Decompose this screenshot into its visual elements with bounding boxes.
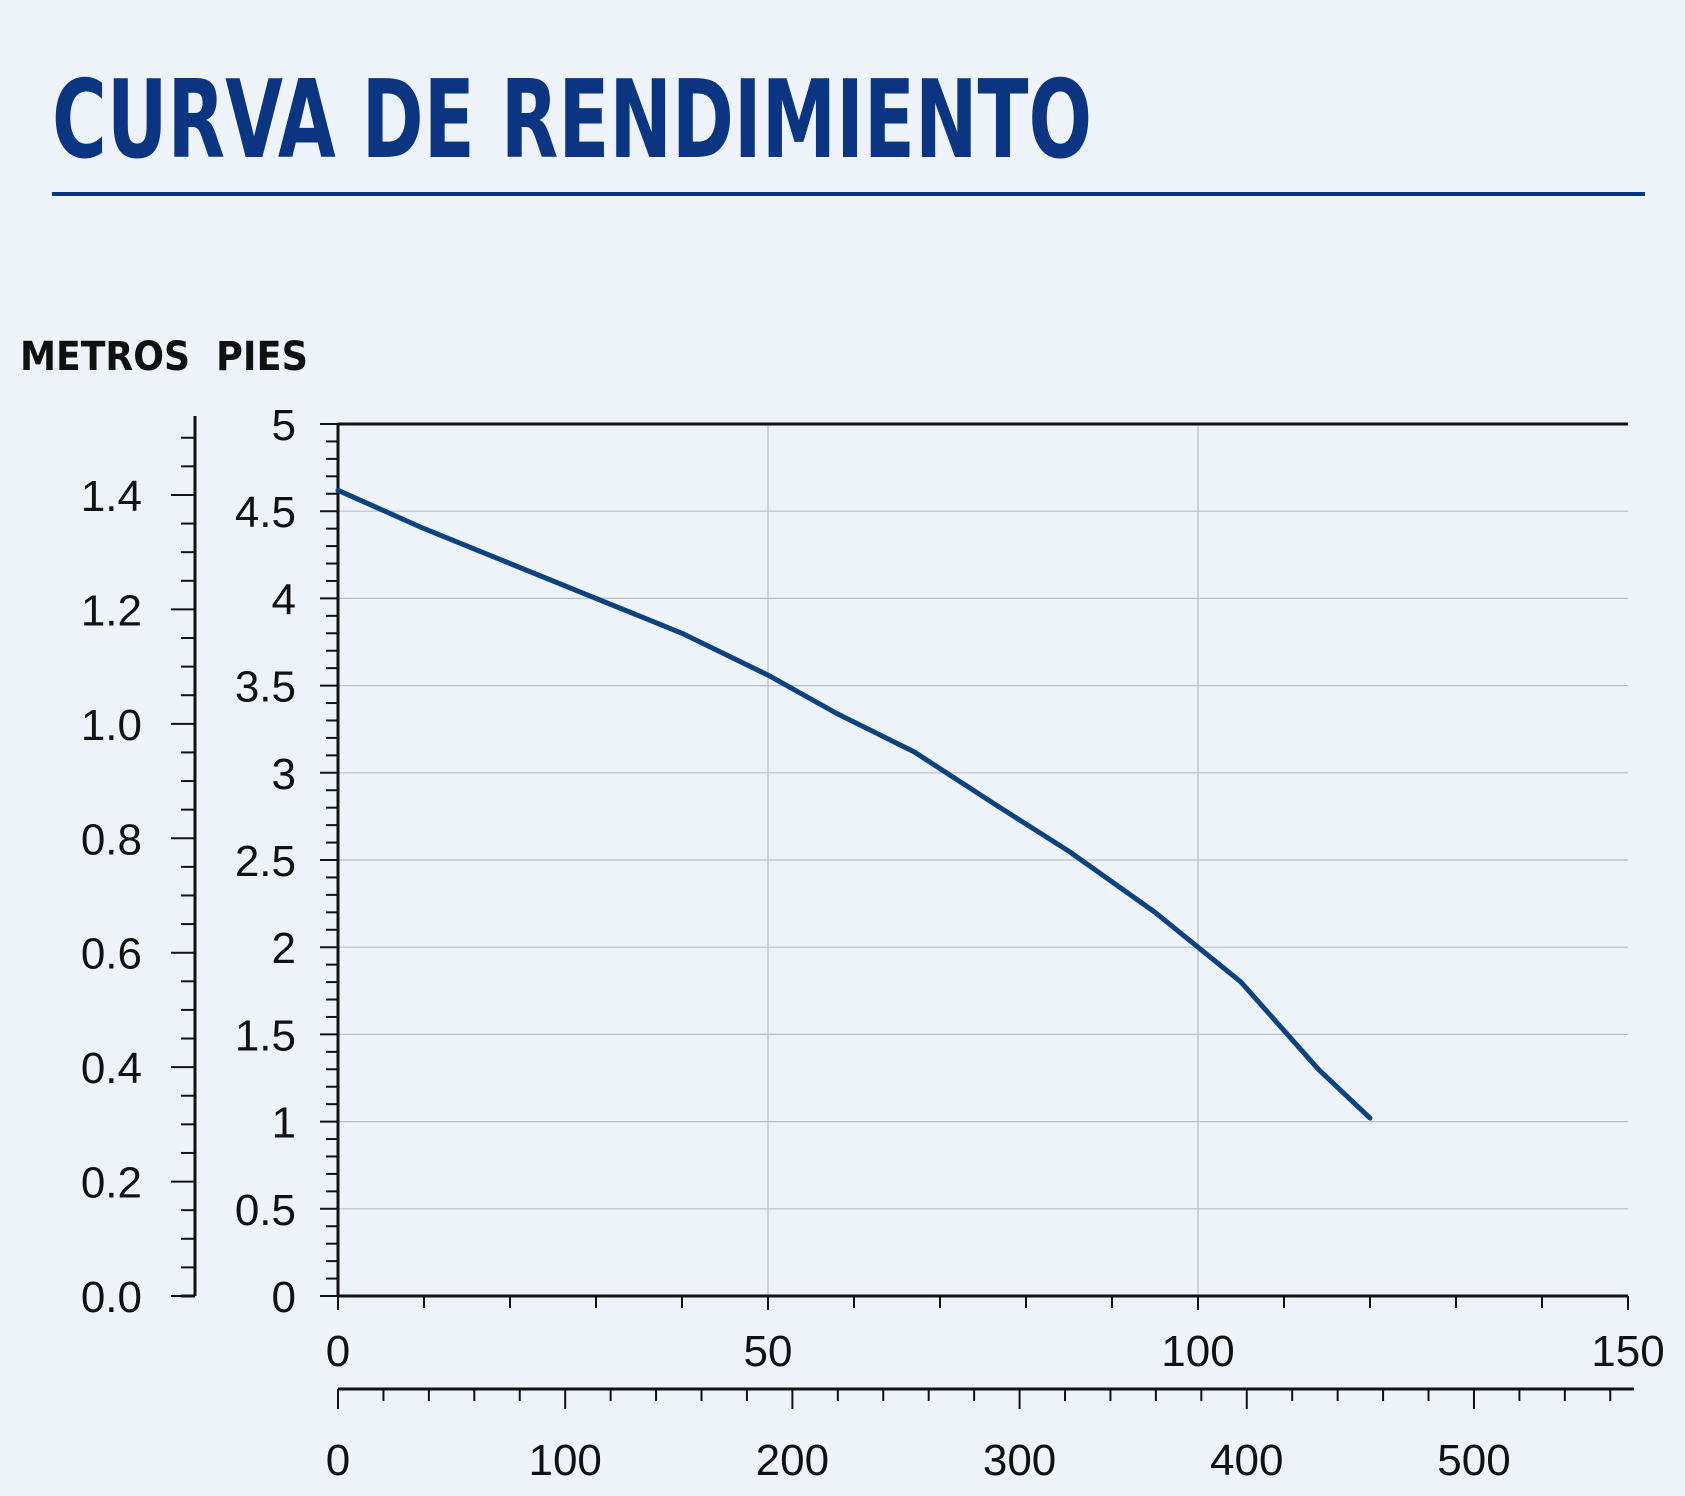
pies-axis-label: PIES [216, 334, 308, 380]
pies-tick-label: 0.5 [235, 1186, 296, 1235]
x-bottom-tick-label: 400 [1210, 1436, 1283, 1485]
x-bottom-tick-label: 0 [326, 1436, 350, 1485]
metros-axis-label: METROS [20, 334, 190, 380]
metros-tick-label: 0.4 [81, 1044, 142, 1093]
metros-tick-label: 0.2 [81, 1159, 142, 1208]
metros-tick-label: 0.8 [81, 815, 142, 864]
x-top-tick-label: 150 [1591, 1327, 1664, 1376]
pies-tick-label: 3.5 [235, 663, 296, 712]
x-bottom-tick-label: 500 [1437, 1436, 1510, 1485]
chart-axes [171, 416, 1634, 1409]
metros-tick-label: 1.4 [81, 472, 142, 521]
metros-tick-label: 0.0 [81, 1273, 142, 1322]
x-bottom-tick-label: 200 [756, 1436, 829, 1485]
metros-tick-label: 1.0 [81, 701, 142, 750]
x-bottom-tick-label: 100 [528, 1436, 601, 1485]
grid-lines [338, 424, 1628, 1296]
x-top-tick-label: 100 [1161, 1327, 1234, 1376]
performance-curve [335, 487, 1373, 1121]
pies-tick-label: 2 [272, 924, 296, 973]
pies-tick-label: 1.5 [235, 1011, 296, 1060]
pies-tick-label: 5 [272, 401, 296, 450]
metros-tick-label: 0.6 [81, 930, 142, 979]
metros-tick-label: 1.2 [81, 586, 142, 635]
x-top-tick-label: 0 [326, 1327, 350, 1376]
pies-tick-label: 0 [272, 1273, 296, 1322]
series-layer [335, 487, 1373, 1121]
x-bottom-tick-label: 300 [983, 1436, 1056, 1485]
chart-title: CURVA DE RENDIMIENTO [52, 58, 1092, 183]
pies-tick-label: 4.5 [235, 488, 296, 537]
tick-labels: 0 0.5 1 1.5 2 2.5 3 3.5 4 4.5 5 0.0 0.2 0.4 0.6 0.8 1.0 1… [81, 401, 1665, 1485]
pies-tick-label: 2.5 [235, 837, 296, 886]
pies-tick-label: 4 [272, 575, 296, 624]
x-top-tick-label: 50 [744, 1327, 793, 1376]
pies-tick-label: 3 [272, 750, 296, 799]
pies-tick-label: 1 [272, 1099, 296, 1148]
